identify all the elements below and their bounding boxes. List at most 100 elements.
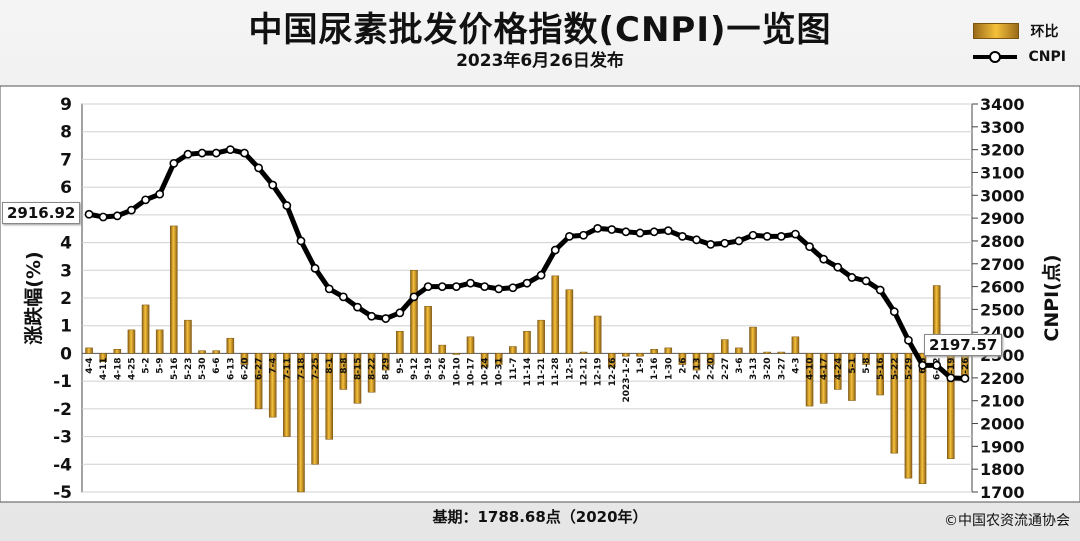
cnpi-point — [324, 284, 334, 294]
category-label: 2-27 — [721, 357, 731, 380]
category-label: 2-20 — [707, 357, 717, 380]
category-label: 8-22 — [368, 357, 378, 380]
bar-swatch-icon — [972, 23, 1019, 39]
bar — [396, 331, 404, 354]
right-tick-label: 2900 — [980, 209, 1025, 228]
cnpi-point — [564, 231, 574, 241]
category-label: 12-19 — [594, 357, 604, 386]
category-label: 5-22 — [890, 357, 900, 380]
cnpi-point — [437, 282, 447, 291]
cnpi-point — [98, 212, 108, 222]
cnpi-point — [762, 231, 772, 241]
cnpi-point — [748, 230, 758, 240]
end-value-callout: 2197.57 — [924, 334, 1003, 356]
bar — [466, 336, 475, 354]
category-label: 4-25 — [127, 357, 137, 380]
bar — [565, 289, 574, 354]
cnpi-point — [960, 374, 970, 383]
bar — [424, 306, 432, 354]
right-tick-label: 3400 — [980, 95, 1025, 114]
legend-bar-label: 环比 — [1030, 24, 1059, 40]
category-label: 2-13 — [693, 357, 703, 380]
right-axis-title: CNPI(点) — [1041, 254, 1063, 341]
chart-title: 中国尿素批发价格指数(CNPI)一览图 — [248, 10, 832, 50]
left-tick-label: 4 — [60, 234, 72, 254]
cnpi-point — [112, 211, 122, 221]
category-label: 8-1 — [325, 357, 335, 373]
bar — [353, 353, 362, 404]
category-label: 4-18 — [113, 357, 123, 380]
cnpi-point — [805, 242, 814, 252]
bar — [311, 353, 319, 465]
category-label: 10-17 — [466, 357, 476, 386]
category-label: 5-9 — [156, 357, 166, 373]
cnpi-point — [367, 311, 377, 321]
cnpi-point — [240, 148, 249, 158]
right-tick-label: 3300 — [980, 118, 1025, 137]
right-tick-label: 2800 — [980, 232, 1025, 251]
left-tick-label: -3 — [53, 428, 72, 448]
right-tick-label: 3000 — [980, 186, 1025, 205]
category-label: 9-5 — [396, 357, 406, 373]
category-label: 2-6 — [678, 357, 688, 373]
cnpi-point — [875, 285, 885, 295]
legend-item-bar: 环比 — [972, 18, 1066, 44]
cnpi-point — [692, 235, 701, 245]
bar — [862, 353, 870, 365]
category-label: 11-28 — [551, 357, 561, 386]
cnpi-point — [677, 231, 687, 241]
cnpi-point — [197, 148, 207, 158]
category-label: 5-8 — [862, 357, 872, 373]
category-label: 9-12 — [410, 357, 420, 380]
bar — [551, 275, 560, 354]
bar — [381, 353, 390, 371]
bar — [325, 353, 334, 440]
bar — [494, 353, 503, 365]
cnpi-point — [282, 201, 292, 210]
bar — [127, 329, 136, 354]
cnpi-point — [451, 282, 461, 291]
cnpi-point — [847, 273, 857, 282]
left-tick-label: -2 — [53, 400, 72, 420]
bar — [664, 347, 673, 354]
right-tick-label: 2000 — [980, 415, 1025, 434]
cnpi-point — [833, 262, 843, 272]
cnpi-point — [663, 226, 673, 236]
category-label: 10-24 — [481, 357, 491, 386]
category-label: 6-13 — [226, 357, 236, 380]
cnpi-point — [932, 360, 942, 370]
cnpi-point — [593, 223, 603, 233]
bar — [141, 304, 150, 354]
cnpi-point — [409, 292, 419, 302]
category-label: 6-27 — [255, 357, 265, 380]
cnpi-point — [861, 276, 871, 286]
category-label: 6-20 — [240, 357, 250, 380]
cnpi-point — [338, 292, 348, 302]
left-tick-label: 8 — [60, 123, 72, 143]
category-label: 9-19 — [424, 357, 434, 380]
category-label: 11-7 — [509, 357, 519, 380]
cnpi-point — [946, 373, 956, 383]
cnpi-point — [550, 245, 560, 255]
left-tick-label: 1 — [60, 317, 72, 337]
right-tick-label: 2600 — [980, 278, 1025, 297]
bar — [226, 337, 235, 354]
cnpi-point — [254, 163, 263, 173]
cnpi-point — [296, 236, 306, 246]
bar — [622, 353, 630, 357]
right-tick-label: 3100 — [980, 163, 1025, 182]
bar — [904, 353, 913, 479]
start-value-callout: 2916.92 — [2, 202, 81, 224]
cnpi-point — [183, 149, 193, 159]
category-label: 6-6 — [212, 357, 222, 373]
category-label: 4-17 — [820, 357, 830, 380]
bar — [890, 353, 899, 454]
category-label: 5-16 — [170, 357, 180, 380]
cnpi-point — [169, 158, 179, 168]
bar — [650, 349, 658, 354]
cnpi-point — [720, 238, 730, 248]
category-label: 11-21 — [537, 357, 547, 386]
left-tick-label: 7 — [60, 150, 72, 170]
cnpi-point — [494, 284, 504, 294]
